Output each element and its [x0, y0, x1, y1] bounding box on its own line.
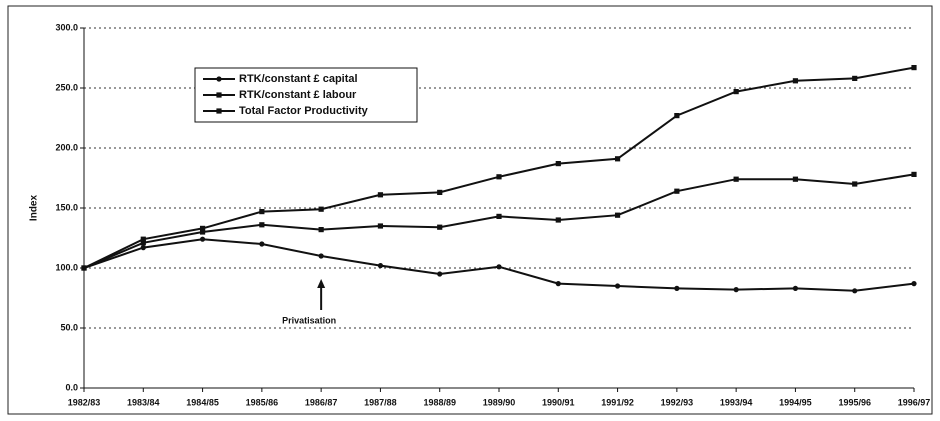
marker — [555, 161, 561, 167]
marker — [792, 176, 799, 182]
marker — [377, 192, 384, 198]
marker — [555, 217, 561, 223]
marker — [614, 283, 621, 289]
marker — [852, 75, 858, 81]
x-tick-label: 1983/84 — [127, 397, 160, 407]
marker — [318, 253, 324, 259]
x-tick-label: 1991/92 — [601, 397, 634, 407]
y-tick-label: 0.0 — [65, 382, 78, 392]
marker — [733, 89, 739, 95]
marker — [555, 281, 561, 287]
x-tick-label: 1982/83 — [68, 397, 101, 407]
marker — [216, 92, 222, 98]
marker — [259, 209, 265, 215]
legend-label: Total Factor Productivity — [239, 105, 369, 117]
y-tick-label: 100.0 — [55, 262, 78, 272]
marker — [792, 285, 799, 291]
legend-label: RTK/constant £ capital — [239, 73, 358, 85]
x-tick-label: 1989/90 — [483, 397, 516, 407]
marker — [140, 245, 146, 251]
marker — [674, 285, 680, 291]
legend-label: RTK/constant £ labour — [239, 89, 357, 101]
y-tick-label: 50.0 — [60, 322, 78, 332]
x-tick-label: 1985/86 — [246, 397, 279, 407]
marker — [614, 212, 621, 218]
x-tick-label: 1984/85 — [186, 397, 219, 407]
x-tick-label: 1992/93 — [661, 397, 694, 407]
marker — [496, 174, 502, 180]
marker — [81, 265, 87, 271]
y-tick-label: 150.0 — [55, 202, 78, 212]
marker — [216, 76, 222, 82]
marker — [437, 189, 443, 195]
y-axis-label: Index — [29, 195, 40, 222]
marker — [852, 181, 858, 187]
marker — [199, 225, 206, 231]
x-tick-label: 1995/96 — [838, 397, 871, 407]
marker — [377, 263, 384, 269]
marker — [259, 241, 265, 247]
marker — [437, 271, 443, 277]
x-tick-label: 1988/89 — [423, 397, 456, 407]
marker — [614, 156, 621, 162]
marker — [911, 171, 917, 177]
marker — [377, 223, 384, 229]
marker — [733, 287, 739, 293]
marker — [140, 236, 146, 242]
y-tick-label: 300.0 — [55, 22, 78, 32]
x-tick-label: 1993/94 — [720, 397, 753, 407]
marker — [318, 227, 324, 233]
marker — [318, 206, 324, 212]
x-tick-label: 1996/97 — [898, 397, 931, 407]
marker — [496, 264, 502, 270]
x-tick-label: 1994/95 — [779, 397, 812, 407]
annotation-arrowhead — [317, 279, 326, 288]
marker — [199, 236, 206, 242]
y-tick-label: 250.0 — [55, 82, 78, 92]
x-tick-label: 1987/88 — [364, 397, 397, 407]
marker — [674, 188, 680, 194]
marker — [852, 288, 858, 294]
marker — [259, 222, 265, 228]
marker — [792, 78, 799, 84]
x-tick-label: 1990/91 — [542, 397, 575, 407]
marker — [496, 213, 502, 219]
marker — [437, 224, 443, 230]
series-line — [83, 173, 915, 269]
y-tick-label: 200.0 — [55, 142, 78, 152]
marker — [216, 108, 222, 114]
chart-border — [7, 5, 933, 415]
x-tick-label: 1986/87 — [305, 397, 338, 407]
marker — [674, 113, 680, 119]
marker — [911, 65, 917, 71]
annotation: Privatisation — [282, 315, 336, 325]
marker — [199, 229, 206, 235]
marker — [140, 240, 146, 246]
marker — [911, 281, 917, 287]
marker — [733, 176, 739, 182]
